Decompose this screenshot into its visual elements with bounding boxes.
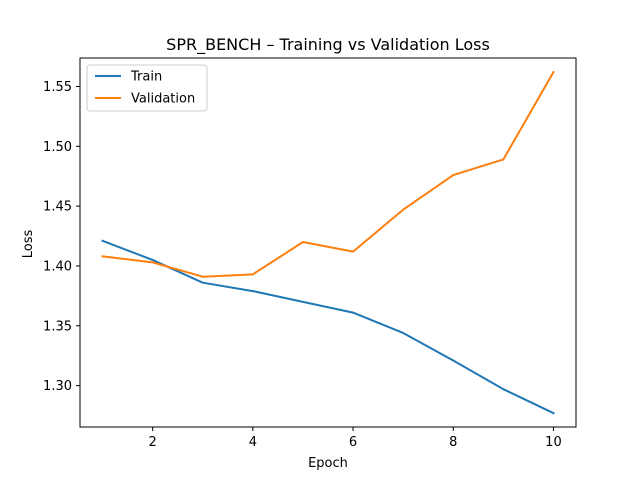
data-point-train bbox=[452, 359, 455, 362]
data-point-validation bbox=[402, 208, 405, 211]
y-tick-label: 1.40 bbox=[43, 259, 72, 274]
y-axis: 1.30 1.35 1.40 1.45 1.50 1.55 bbox=[43, 80, 80, 394]
series-line-train bbox=[101, 239, 555, 415]
axes-frame bbox=[79, 57, 577, 428]
data-point-train bbox=[251, 290, 254, 293]
data-point-validation bbox=[251, 273, 254, 276]
data-point-validation bbox=[552, 71, 555, 74]
y-tick-label: 1.30 bbox=[43, 379, 72, 394]
data-point-train bbox=[502, 388, 505, 391]
data-point-validation bbox=[502, 158, 505, 161]
data-point-validation bbox=[352, 250, 355, 253]
chart-title: SPR_BENCH – Training vs Validation Loss bbox=[166, 35, 490, 55]
data-point-train bbox=[201, 281, 204, 284]
y-tick-label: 1.35 bbox=[43, 319, 72, 334]
x-axis: 2 4 6 8 10 bbox=[149, 427, 562, 450]
x-tick-label: 2 bbox=[149, 435, 157, 450]
data-point-validation bbox=[101, 255, 104, 258]
legend-label: Validation bbox=[131, 92, 195, 107]
y-axis-label: Loss bbox=[21, 230, 36, 259]
x-tick-label: 10 bbox=[545, 435, 562, 450]
data-point-validation bbox=[151, 261, 154, 264]
data-point-train bbox=[552, 412, 555, 415]
data-point-train bbox=[352, 311, 355, 314]
x-tick-label: 8 bbox=[449, 435, 457, 450]
data-point-train bbox=[151, 258, 154, 261]
x-tick-label: 6 bbox=[349, 435, 357, 450]
plot-area bbox=[101, 70, 555, 415]
x-axis-label: Epoch bbox=[308, 456, 348, 471]
data-point-train bbox=[301, 300, 304, 303]
data-point-validation bbox=[452, 174, 455, 177]
data-point-train bbox=[402, 331, 405, 334]
y-tick-label: 1.55 bbox=[43, 80, 72, 95]
legend-label: Train bbox=[130, 70, 162, 85]
y-tick-label: 1.50 bbox=[43, 140, 72, 155]
data-point-validation bbox=[201, 275, 204, 278]
x-tick-label: 4 bbox=[249, 435, 257, 450]
data-point-train bbox=[101, 239, 104, 242]
legend: Train Validation bbox=[86, 64, 208, 112]
data-point-validation bbox=[301, 241, 304, 244]
y-tick-label: 1.45 bbox=[43, 200, 72, 215]
series-line-validation bbox=[101, 70, 555, 278]
